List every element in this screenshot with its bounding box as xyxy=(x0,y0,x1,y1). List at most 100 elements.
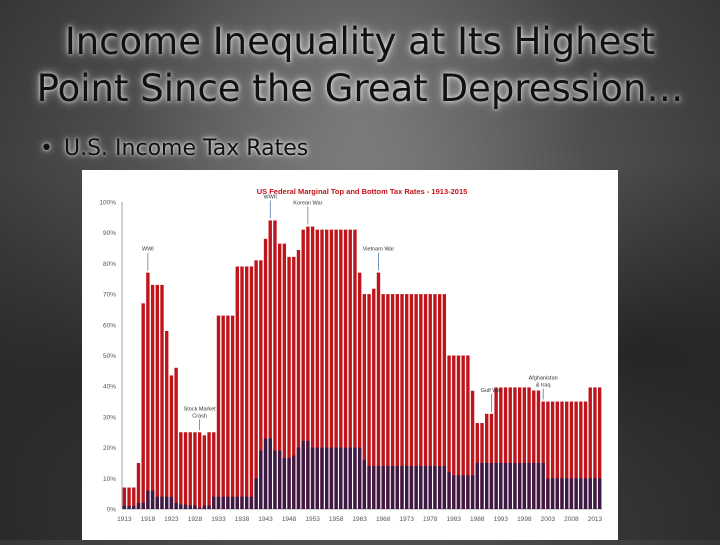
bar-bottom-rate xyxy=(179,504,183,509)
chart-annotation: Korean War xyxy=(293,201,322,207)
bar-top-rate xyxy=(503,387,508,509)
bar-top-rate xyxy=(301,229,305,509)
bar-bottom-rate xyxy=(329,447,334,509)
bar-bottom-rate xyxy=(334,447,338,509)
bar-top-rate xyxy=(127,487,131,509)
bar-top-rate xyxy=(325,229,329,509)
bar-bottom-rate xyxy=(550,478,555,509)
bar-bottom-rate xyxy=(428,466,432,509)
bar-top-rate xyxy=(221,315,225,509)
bar-top-rate xyxy=(245,266,249,509)
y-tick-label: 10% xyxy=(103,476,116,483)
bar-top-rate xyxy=(282,243,287,509)
bar-bottom-rate xyxy=(574,478,578,509)
bar-bottom-rate xyxy=(583,478,588,509)
bar-top-rate xyxy=(405,294,409,509)
y-tick-label: 70% xyxy=(103,292,116,299)
bar-top-rate xyxy=(240,266,244,509)
bar-bottom-rate xyxy=(132,505,136,509)
bar-top-rate xyxy=(296,250,301,509)
bar-top-rate xyxy=(254,260,258,509)
y-tick-label: 50% xyxy=(103,353,116,360)
bar-bottom-rate xyxy=(348,447,352,509)
bar-top-rate xyxy=(146,272,150,509)
bar-bottom-rate xyxy=(155,496,159,509)
x-tick-label: 1948 xyxy=(282,516,297,523)
bar-bottom-rate xyxy=(386,466,390,509)
x-tick-label: 1993 xyxy=(494,516,509,523)
bar-bottom-rate xyxy=(141,502,145,509)
bar-top-rate xyxy=(197,432,202,509)
bar-bottom-rate xyxy=(395,466,399,509)
x-tick-label: 1988 xyxy=(470,516,485,523)
bar-top-rate xyxy=(461,355,465,509)
bar-bottom-rate xyxy=(306,440,310,509)
bar-bottom-rate xyxy=(174,502,178,509)
bar-bottom-rate xyxy=(593,478,597,509)
bar-top-rate xyxy=(343,229,348,509)
bar-bottom-rate xyxy=(536,462,541,509)
bar-top-rate xyxy=(202,435,207,509)
bar-bottom-rate xyxy=(240,496,244,509)
bar-bottom-rate xyxy=(456,475,461,509)
bar-top-rate xyxy=(263,238,268,509)
bar-bottom-rate xyxy=(597,478,602,509)
bar-bottom-rate xyxy=(419,466,423,509)
bar-bottom-rate xyxy=(372,466,376,509)
bar-top-rate xyxy=(485,413,489,509)
bar-bottom-rate xyxy=(588,478,592,509)
bar-top-rate xyxy=(249,266,254,509)
bar-bottom-rate xyxy=(381,466,385,509)
bar-bottom-rate xyxy=(216,496,221,509)
bar-top-rate xyxy=(489,413,494,509)
y-tick-label: 60% xyxy=(103,322,116,329)
bar-top-rate xyxy=(546,401,550,509)
bar-bottom-rate xyxy=(466,475,470,509)
x-tick-label: 1943 xyxy=(258,516,273,523)
bar-bottom-rate xyxy=(146,490,150,509)
bar-bottom-rate xyxy=(221,496,225,509)
bar-top-rate xyxy=(315,229,319,509)
bar-bottom-rate xyxy=(560,478,564,509)
bar-bottom-rate xyxy=(546,478,550,509)
bar-bottom-rate xyxy=(353,447,357,509)
x-tick-label: 1963 xyxy=(352,516,367,523)
bar-top-rate xyxy=(517,387,522,509)
bar-bottom-rate xyxy=(489,462,494,509)
bar-bottom-rate xyxy=(226,496,230,509)
chart-annotation: Afghanistan xyxy=(529,376,558,382)
bar-top-rate xyxy=(160,284,164,509)
bar-top-rate xyxy=(348,229,352,509)
bar-bottom-rate xyxy=(263,438,268,509)
bar-bottom-rate xyxy=(470,475,475,509)
x-tick-label: 1983 xyxy=(447,516,462,523)
y-tick-label: 20% xyxy=(103,445,116,452)
bar-bottom-rate xyxy=(207,505,211,509)
chart-annotation: WWI xyxy=(142,247,154,253)
bar-bottom-rate xyxy=(362,459,367,509)
y-tick-label: 100% xyxy=(99,200,116,207)
bar-bottom-rate xyxy=(235,496,239,509)
bar-top-rate xyxy=(310,226,315,509)
bar-bottom-rate xyxy=(287,458,291,509)
bar-bottom-rate xyxy=(188,505,192,509)
bar-top-rate xyxy=(466,355,470,509)
bar-top-rate xyxy=(527,387,531,509)
bar-bottom-rate xyxy=(273,450,277,509)
bar-top-rate xyxy=(541,401,545,509)
bar-top-rate xyxy=(569,401,574,509)
chart-annotation: WWII xyxy=(264,194,278,200)
bar-bottom-rate xyxy=(160,496,164,509)
bar-bottom-rate xyxy=(127,505,131,509)
chart-annotation: & Iraq xyxy=(536,383,551,389)
bar-top-rate xyxy=(193,432,197,509)
bar-bottom-rate xyxy=(475,462,479,509)
bar-bottom-rate xyxy=(499,462,503,509)
bar-bottom-rate xyxy=(508,462,512,509)
bar-top-rate xyxy=(437,294,442,509)
bar-top-rate xyxy=(376,272,381,509)
bar-top-rate xyxy=(409,294,414,509)
bar-bottom-rate xyxy=(136,502,141,509)
bar-top-rate xyxy=(216,315,221,509)
bar-top-rate xyxy=(428,294,432,509)
